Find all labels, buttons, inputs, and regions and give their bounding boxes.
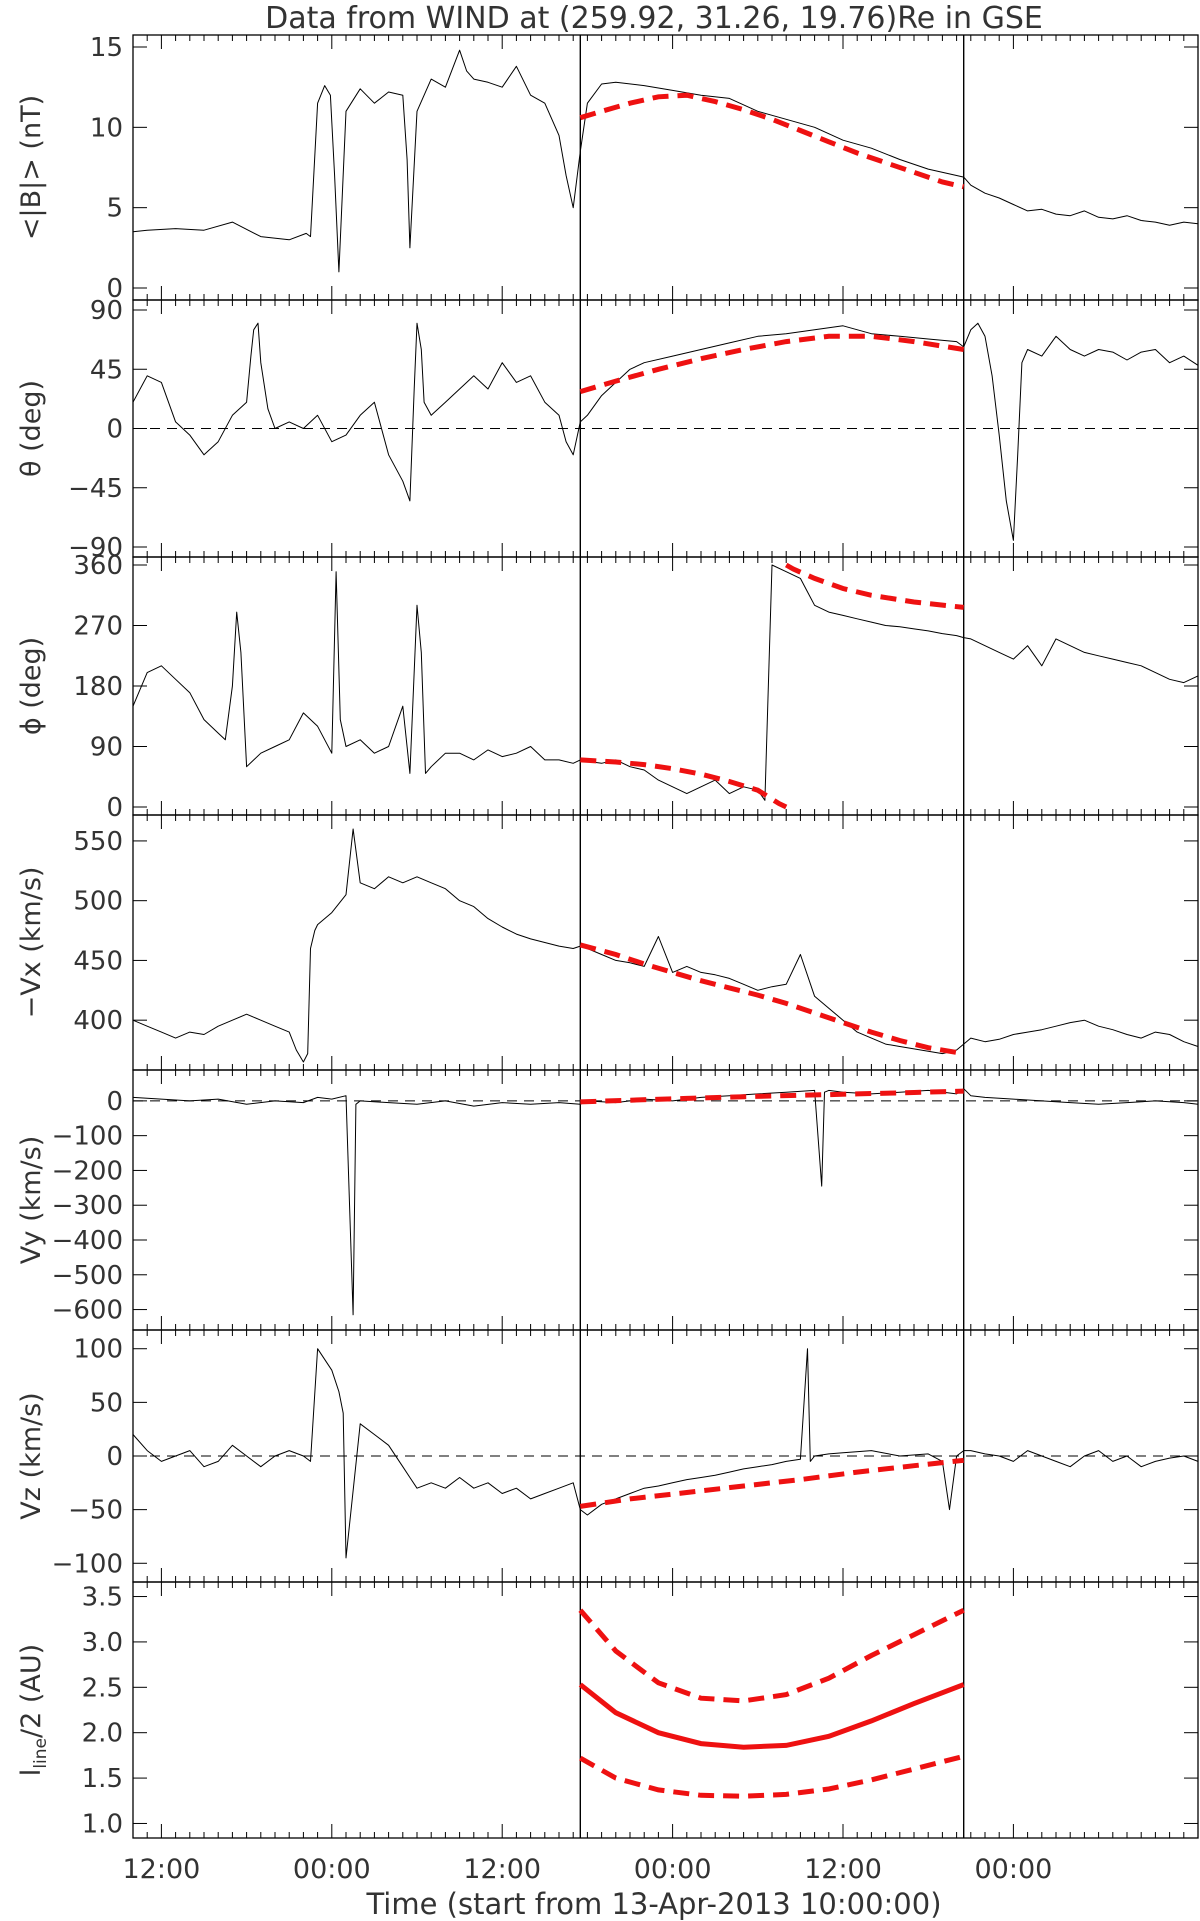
observed-series [132, 322, 1199, 541]
x-tick-label: 12:00 [463, 1854, 541, 1885]
observed-series [132, 49, 1199, 273]
y-tick-label: 550 [73, 827, 123, 857]
y-tick-label: 50 [90, 1388, 123, 1418]
y-axis-label: ϕ (deg) [16, 637, 47, 735]
y-tick-label: 3.0 [82, 1628, 123, 1658]
y-tick-label: −600 [52, 1296, 123, 1326]
y-axis-label-rest: /2 (AU) [16, 1644, 47, 1738]
x-tick-label: 12:00 [122, 1854, 200, 1885]
y-tick-label: 1.5 [82, 1764, 123, 1794]
y-tick-label: 3.5 [82, 1583, 123, 1613]
y-axis-label: <|B|> (nT) [16, 95, 47, 240]
panel-frame [132, 34, 1199, 301]
y-tick-label: −90 [68, 533, 123, 563]
y-tick-label: 450 [73, 946, 123, 976]
observed-series [132, 828, 1199, 1063]
x-axis-label: Time (start from 13-Apr-2013 10:00:00) [365, 1887, 941, 1921]
model-fit-series [580, 1088, 964, 1105]
y-tick-label: 2.0 [82, 1719, 123, 1749]
panel-1: 0 5 10 15 <|B|> (nT) [16, 33, 1199, 304]
model-fit-series [579, 333, 965, 394]
panel-4: 400 450 500 550 −Vx (km/s) [16, 814, 1199, 1071]
y-tick-label: 45 [90, 355, 123, 385]
model-fit-series [579, 942, 965, 1057]
y-axis-label: θ (deg) [16, 380, 47, 477]
observed-series [132, 1348, 1199, 1559]
y-tick-label: 0 [106, 1087, 123, 1117]
y-tick-label: 400 [73, 1006, 123, 1036]
y-tick-label: −100 [52, 1549, 123, 1579]
y-tick-label: −400 [52, 1226, 123, 1256]
panel-6: −100 −50 0 50 100 Vz (km/s) [16, 1329, 1199, 1583]
y-axis-label: −Vx (km/s) [16, 867, 47, 1019]
y-tick-label: 0 [106, 1442, 123, 1472]
figure-title: Data from WIND at (259.92, 31.26, 19.76)… [265, 1, 1043, 36]
x-tick-label: 12:00 [804, 1854, 882, 1885]
panel-3: 0 90 180 270 360 ϕ (deg) [16, 551, 1199, 823]
y-tick-label: 360 [73, 551, 123, 581]
y-axis-label-subscript: line [31, 1738, 51, 1769]
y-axis-label: Vy (km/s) [16, 1136, 47, 1264]
x-tick-label: 00:00 [293, 1854, 371, 1885]
y-tick-label: 15 [90, 33, 123, 63]
model-fit-series [784, 562, 964, 610]
y-tick-label: −300 [52, 1191, 123, 1221]
observed-series [132, 1088, 1199, 1316]
model-fit-series [578, 1607, 965, 1704]
y-tick-label: 1.0 [82, 1809, 123, 1839]
model-fit-series [579, 92, 965, 190]
y-tick-label: 180 [73, 672, 123, 702]
model-central-series [578, 1682, 965, 1750]
y-tick-label: −50 [68, 1496, 123, 1526]
y-tick-label: 5 [106, 194, 123, 224]
model-fit-series [580, 757, 788, 810]
observed-series [132, 564, 1199, 801]
panel-7: 1.0 1.5 2.0 2.5 3.0 3.5 lline/2 (AU) [16, 1581, 1199, 1839]
y-tick-label: −45 [68, 474, 123, 504]
y-tick-label: 500 [73, 887, 123, 917]
panel-frame [132, 814, 1199, 1071]
y-tick-label: 0 [106, 793, 123, 823]
y-tick-label: 2.5 [82, 1673, 123, 1703]
y-axis-label: lline/2 (AU) [16, 1644, 51, 1776]
model-fit-series [579, 1457, 964, 1509]
y-tick-label: 10 [90, 113, 123, 143]
y-tick-label: 100 [73, 1335, 123, 1365]
panel-2: −90 −45 0 45 90 θ (deg) [16, 296, 1199, 563]
x-tick-label: 00:00 [974, 1854, 1052, 1885]
y-tick-label: −500 [52, 1261, 123, 1291]
y-tick-label: −100 [52, 1122, 123, 1152]
panel-frame [132, 556, 1199, 816]
y-tick-label: −200 [52, 1156, 123, 1186]
panel-frame [132, 1581, 1199, 1839]
y-tick-label: 0 [106, 415, 123, 445]
panel-frame [132, 1069, 1199, 1331]
panel-5: −600 −500 −400 −300 −200 −100 0 Vy (km/s) [16, 1069, 1199, 1331]
y-tick-label: 90 [90, 733, 123, 763]
x-tick-label: 00:00 [634, 1854, 712, 1885]
model-fit-series [579, 1753, 965, 1799]
y-axis-label: Vz (km/s) [16, 1392, 47, 1519]
y-tick-label: 90 [90, 296, 123, 326]
y-tick-label: 270 [73, 612, 123, 642]
y-tick-label: 0 [106, 274, 123, 304]
